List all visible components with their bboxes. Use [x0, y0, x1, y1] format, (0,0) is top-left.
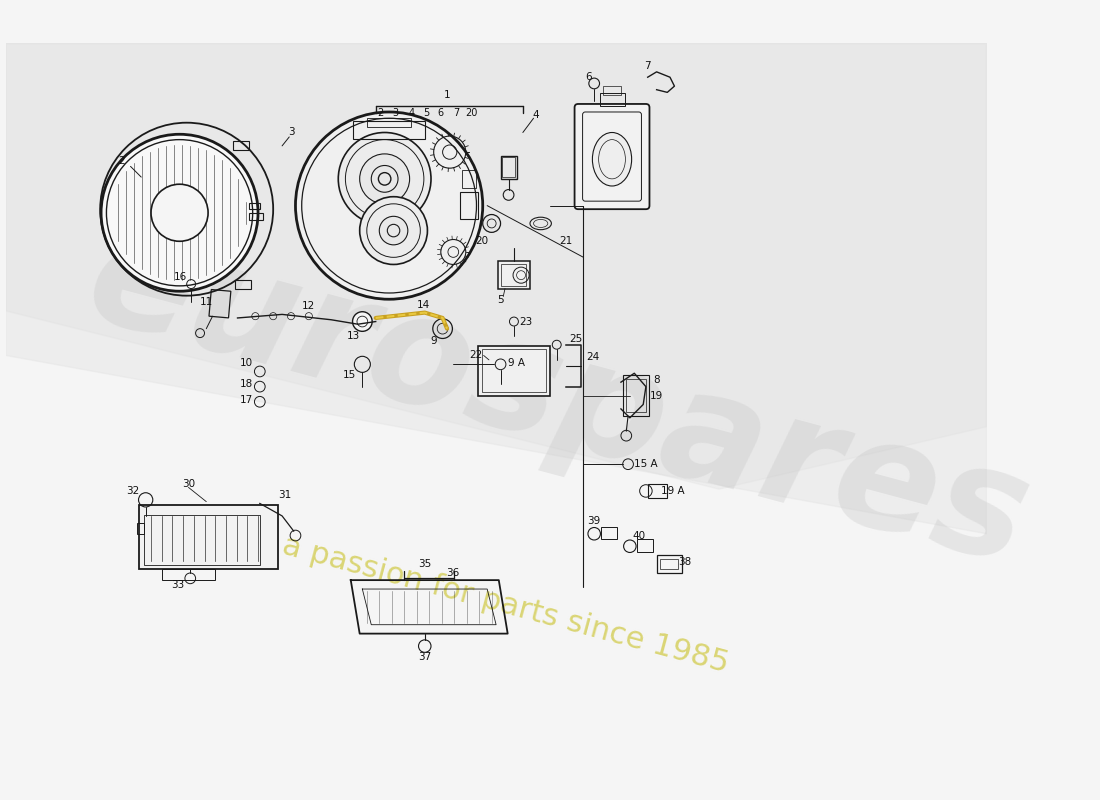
Bar: [626, 378, 646, 413]
Text: 36: 36: [446, 568, 459, 578]
Text: 21: 21: [559, 236, 572, 246]
Circle shape: [101, 134, 258, 291]
Text: 25: 25: [570, 334, 583, 344]
Text: 31: 31: [278, 490, 292, 501]
Bar: [249, 203, 260, 209]
Text: 14: 14: [417, 301, 430, 310]
Text: 17: 17: [240, 395, 253, 405]
Bar: [233, 142, 249, 150]
Bar: [209, 290, 231, 318]
Bar: [462, 170, 476, 188]
Circle shape: [339, 133, 431, 226]
Bar: [366, 118, 411, 127]
Text: 19: 19: [650, 390, 663, 401]
Bar: [234, 280, 251, 289]
Ellipse shape: [593, 133, 631, 186]
Text: 15: 15: [342, 370, 355, 380]
Bar: [623, 375, 649, 416]
Bar: [602, 526, 617, 539]
Text: a passion for parts since 1985: a passion for parts since 1985: [278, 531, 732, 678]
Text: 18: 18: [240, 379, 253, 389]
Bar: [144, 515, 260, 565]
Circle shape: [360, 154, 409, 204]
Polygon shape: [6, 43, 987, 534]
Circle shape: [379, 216, 408, 245]
Text: 37: 37: [418, 652, 431, 662]
Text: 7: 7: [645, 61, 651, 70]
Text: 6: 6: [438, 108, 444, 118]
Text: 22: 22: [469, 350, 482, 361]
Bar: [353, 121, 425, 138]
Bar: [600, 94, 625, 106]
Text: 9 A: 9 A: [508, 358, 525, 367]
Bar: [500, 156, 517, 179]
Text: 40: 40: [632, 530, 646, 541]
Text: 32: 32: [126, 486, 140, 496]
Text: 9: 9: [430, 336, 437, 346]
Text: 24: 24: [586, 352, 600, 362]
Bar: [637, 539, 653, 551]
Circle shape: [352, 312, 372, 331]
Circle shape: [296, 112, 483, 299]
Text: 2: 2: [119, 156, 125, 166]
Text: 6: 6: [585, 72, 592, 82]
Bar: [657, 555, 682, 573]
Text: 3: 3: [393, 108, 398, 118]
Bar: [482, 349, 546, 392]
Text: 5: 5: [497, 295, 504, 305]
Text: 1: 1: [443, 90, 450, 100]
Text: 15 A: 15 A: [634, 459, 658, 470]
Text: 33: 33: [172, 581, 185, 590]
Circle shape: [151, 184, 208, 242]
Text: 11: 11: [200, 297, 213, 307]
Bar: [503, 158, 515, 177]
Text: 12: 12: [302, 302, 316, 311]
Text: 4: 4: [532, 110, 539, 120]
Text: 19 A: 19 A: [661, 486, 684, 496]
Bar: [249, 213, 263, 220]
Text: 3: 3: [288, 127, 295, 138]
Text: 23: 23: [519, 317, 532, 326]
Bar: [660, 558, 678, 570]
Text: 7: 7: [453, 108, 459, 118]
Text: 16: 16: [174, 272, 187, 282]
Polygon shape: [6, 43, 987, 489]
Bar: [502, 265, 527, 286]
Text: 20: 20: [465, 108, 477, 118]
Text: eurospares: eurospares: [73, 203, 1044, 597]
Text: 20: 20: [475, 236, 488, 246]
Bar: [162, 570, 216, 580]
Text: 13: 13: [346, 330, 360, 341]
Circle shape: [360, 197, 428, 265]
Bar: [498, 261, 530, 290]
Text: 38: 38: [679, 558, 692, 567]
Text: 2: 2: [377, 108, 383, 118]
Text: 30: 30: [182, 479, 195, 489]
Bar: [136, 523, 144, 534]
Text: 39: 39: [587, 516, 601, 526]
Text: 5: 5: [424, 108, 430, 118]
Text: 35: 35: [418, 559, 431, 569]
Text: 4: 4: [408, 108, 415, 118]
Bar: [140, 506, 277, 570]
Bar: [648, 484, 668, 498]
FancyBboxPatch shape: [574, 104, 649, 209]
Bar: [461, 192, 478, 219]
Text: 8: 8: [653, 375, 660, 386]
Bar: [603, 86, 620, 95]
Bar: [478, 346, 550, 395]
Text: 10: 10: [240, 358, 253, 367]
